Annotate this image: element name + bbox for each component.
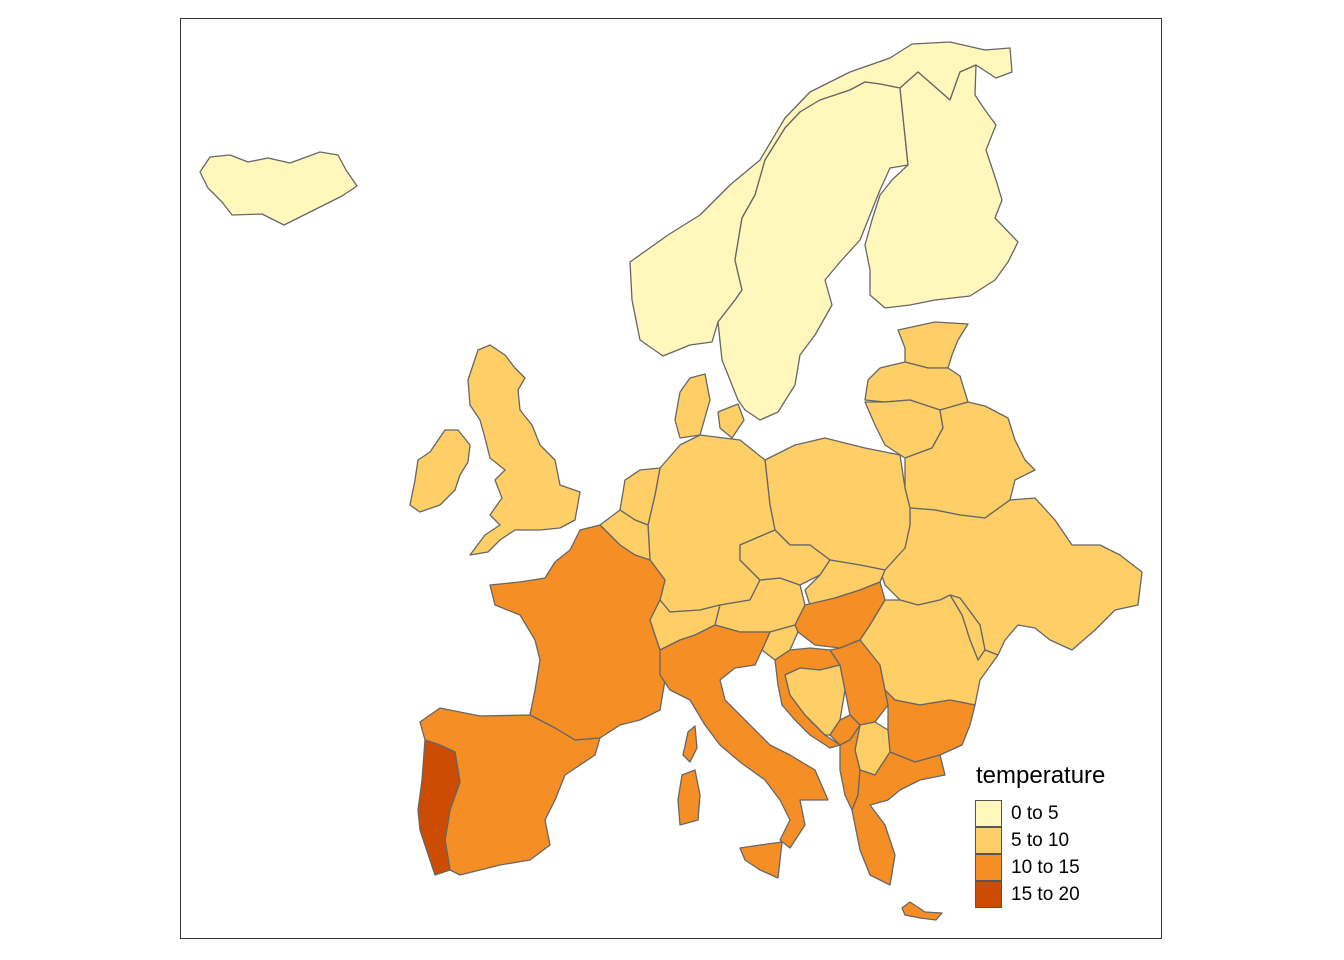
legend-item: 5 to 10 — [975, 827, 1105, 854]
region-sardinia — [677, 769, 701, 826]
legend-swatch — [975, 800, 1002, 827]
legend-title: temperature — [976, 762, 1106, 789]
region-estonia — [897, 321, 969, 369]
legend-label: 15 to 20 — [1011, 883, 1080, 905]
legend-item: 15 to 20 — [975, 881, 1105, 908]
region-corsica — [682, 725, 698, 763]
legend-swatch — [975, 827, 1002, 854]
legend-swatch — [975, 854, 1002, 881]
region-denmark — [674, 373, 711, 439]
legend-label: 10 to 15 — [1011, 856, 1080, 878]
region-iceland — [199, 151, 358, 226]
region-france — [489, 524, 666, 741]
legend-swatch — [975, 881, 1002, 908]
region-italy — [659, 624, 829, 849]
region-denmark-zealand — [717, 403, 745, 439]
region-sweden — [717, 81, 909, 421]
region-germany — [647, 434, 776, 613]
region-portugal — [417, 739, 461, 876]
region-bosnia — [784, 664, 846, 736]
region-greece — [851, 751, 946, 886]
legend-item: 10 to 15 — [975, 854, 1105, 881]
legend: temperature 0 to 5 5 to 10 10 to 15 15 to 2… — [975, 762, 1105, 908]
region-ireland — [409, 429, 471, 513]
legend-label: 0 to 5 — [1011, 802, 1059, 824]
region-crete — [901, 901, 943, 921]
legend-items: 0 to 5 5 to 10 10 to 15 15 to 20 — [975, 800, 1105, 908]
region-united-kingdom — [467, 344, 581, 556]
region-finland — [864, 64, 1019, 309]
region-sicily — [739, 841, 783, 879]
legend-item: 0 to 5 — [975, 800, 1105, 827]
legend-label: 5 to 10 — [1011, 829, 1070, 851]
